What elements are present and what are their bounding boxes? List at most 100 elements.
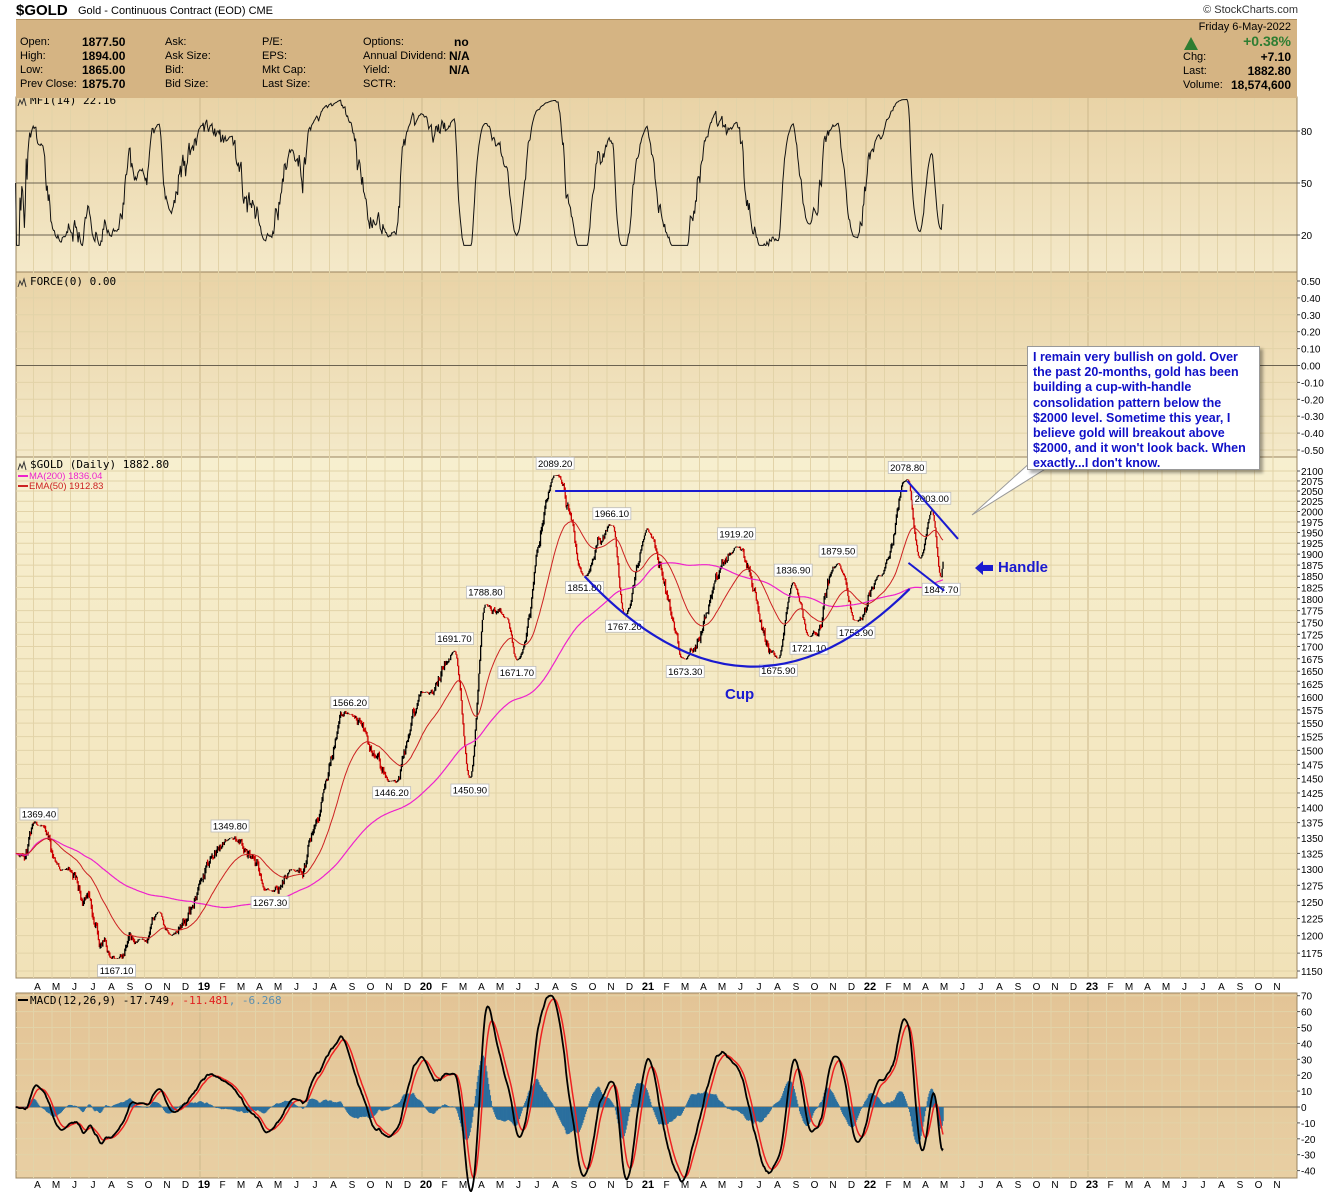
macd-histogram-bar — [397, 1103, 399, 1108]
macd-histogram-bar — [814, 1107, 817, 1110]
macd-tick-label: 40 — [1301, 1039, 1313, 1050]
macd-histogram-bar — [518, 1107, 521, 1119]
mfi-tick-label: 20 — [1301, 231, 1313, 242]
macd-histogram-bar — [363, 1107, 366, 1117]
x-tick-label: J — [1201, 982, 1206, 993]
x-tick-label: J — [294, 1180, 299, 1191]
macd-histogram-bar — [384, 1107, 386, 1111]
price-tick-label: 1900 — [1301, 550, 1324, 561]
x-tick-label: J — [1182, 1180, 1187, 1191]
macd-histogram-bar — [903, 1096, 905, 1108]
macd-histogram-bar — [56, 1107, 58, 1116]
macd-histogram-bar — [150, 1103, 152, 1108]
macd-histogram-bar — [96, 1107, 98, 1111]
macd-histogram-bar — [481, 1057, 483, 1108]
macd-histogram-bar — [275, 1103, 278, 1108]
macd-histogram-bar — [446, 1105, 448, 1108]
macd-histogram-bar — [887, 1102, 890, 1108]
macd-histogram-bar — [432, 1107, 434, 1114]
macd-histogram-bar — [838, 1105, 840, 1108]
macd-histogram-bar — [840, 1107, 842, 1110]
macd-histogram-bar — [331, 1101, 333, 1108]
macd-histogram-bar — [828, 1088, 830, 1108]
macd-histogram-bar — [314, 1099, 316, 1108]
price-label-box — [665, 665, 705, 678]
mfi-tick-label: 50 — [1301, 179, 1313, 190]
macd-histogram-bar — [612, 1103, 614, 1108]
macd-histogram-bar — [843, 1107, 845, 1116]
handle-lower-line — [907, 562, 945, 592]
price-tick-label: 1475 — [1301, 760, 1324, 771]
x-tick-label: N — [385, 982, 392, 993]
price-tick-label: 1850 — [1301, 572, 1324, 583]
macd-histogram-bar — [566, 1107, 568, 1135]
macd-histogram-bar — [535, 1078, 537, 1108]
macd-histogram-bar — [577, 1107, 580, 1133]
macd-histogram-bar — [243, 1107, 245, 1114]
macd-histogram-bar — [860, 1107, 862, 1110]
x-tick-label: M — [1125, 982, 1133, 993]
bid-label: Bid: — [165, 64, 184, 76]
macd-histogram-bar — [281, 1102, 283, 1108]
macd-histogram-bar — [813, 1107, 815, 1113]
macd-histogram-bar — [90, 1105, 93, 1108]
macd-histogram-bar — [912, 1107, 914, 1132]
macd-histogram-bar — [908, 1107, 910, 1109]
macd-tick-label: 70 — [1301, 992, 1313, 1003]
x-tick-label: M — [496, 982, 504, 993]
macd-histogram-bar — [509, 1107, 511, 1121]
x-tick-label: M — [52, 1180, 60, 1191]
macd-histogram-bar — [269, 1107, 271, 1108]
macd-histogram-bar — [231, 1107, 233, 1110]
macd-histogram-bar — [554, 1107, 556, 1109]
x-tick-label: A — [996, 982, 1003, 993]
macd-histogram-bar — [500, 1107, 502, 1121]
x-tick-label: S — [127, 1180, 134, 1191]
macd-histogram-bar — [406, 1093, 408, 1108]
macd-histogram-bar — [313, 1099, 315, 1108]
macd-histogram-bar — [392, 1105, 395, 1108]
macd-histogram-bar — [204, 1103, 206, 1108]
macd-tick-label: 20 — [1301, 1071, 1313, 1082]
price-tick-label: 1875 — [1301, 561, 1324, 572]
macd-histogram-bar — [924, 1107, 926, 1117]
x-tick-label: A — [330, 1180, 337, 1191]
macd-histogram-bar — [135, 1105, 137, 1108]
macd-legend-part: , -6.268 — [229, 994, 282, 1007]
macd-histogram-bar — [438, 1107, 440, 1109]
price-label-box — [435, 632, 474, 645]
macd-histogram-bar — [240, 1107, 242, 1111]
force-tick-label: -0.20 — [1301, 395, 1324, 406]
macd-histogram-bar — [362, 1107, 364, 1117]
macd-histogram-bar — [724, 1106, 727, 1108]
macd-histogram-bar — [83, 1107, 86, 1111]
macd-histogram-bar — [266, 1107, 268, 1112]
macd-histogram-bar — [918, 1107, 920, 1143]
macd-histogram-bar — [675, 1107, 677, 1118]
x-tick-label: M — [903, 982, 911, 993]
macd-histogram-bar — [533, 1081, 536, 1108]
macd-histogram-bar — [239, 1107, 241, 1112]
macd-histogram-bar — [355, 1107, 357, 1118]
macd-histogram-bar — [116, 1103, 118, 1108]
macd-histogram-bar — [237, 1107, 240, 1112]
macd-histogram-bar — [472, 1107, 474, 1117]
price-tick-label: 1750 — [1301, 618, 1324, 629]
macd-histogram-bar — [832, 1092, 834, 1108]
price-tick-label: 1775 — [1301, 607, 1324, 618]
macd-histogram-bar — [783, 1091, 785, 1108]
macd-histogram-bar — [828, 1088, 831, 1108]
x-tick-label: O — [145, 1180, 153, 1191]
macd-histogram-bar — [801, 1107, 803, 1119]
x-tick-label: N — [163, 982, 170, 993]
macd-histogram-bar — [816, 1107, 818, 1109]
macd-histogram-bar — [163, 1107, 166, 1112]
macd-histogram-bar — [281, 1102, 284, 1108]
macd-histogram-bar — [262, 1107, 264, 1114]
macd-histogram-bar — [628, 1107, 631, 1113]
macd-histogram-bar — [282, 1101, 285, 1108]
macd-histogram-bar — [890, 1101, 892, 1108]
price-label: 1450.90 — [453, 786, 487, 797]
macd-histogram-bar — [237, 1107, 239, 1112]
macd-histogram-bar — [524, 1102, 526, 1108]
